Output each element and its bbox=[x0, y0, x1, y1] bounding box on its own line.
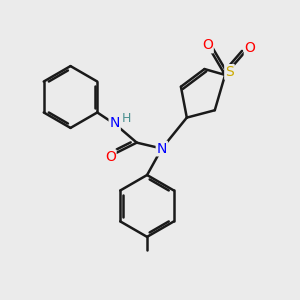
Text: N: N bbox=[157, 142, 167, 155]
Text: H: H bbox=[122, 112, 131, 125]
Text: N: N bbox=[110, 116, 120, 130]
Text: O: O bbox=[202, 38, 213, 52]
Text: O: O bbox=[105, 150, 116, 164]
Text: O: O bbox=[245, 41, 256, 56]
Text: S: S bbox=[225, 65, 234, 79]
